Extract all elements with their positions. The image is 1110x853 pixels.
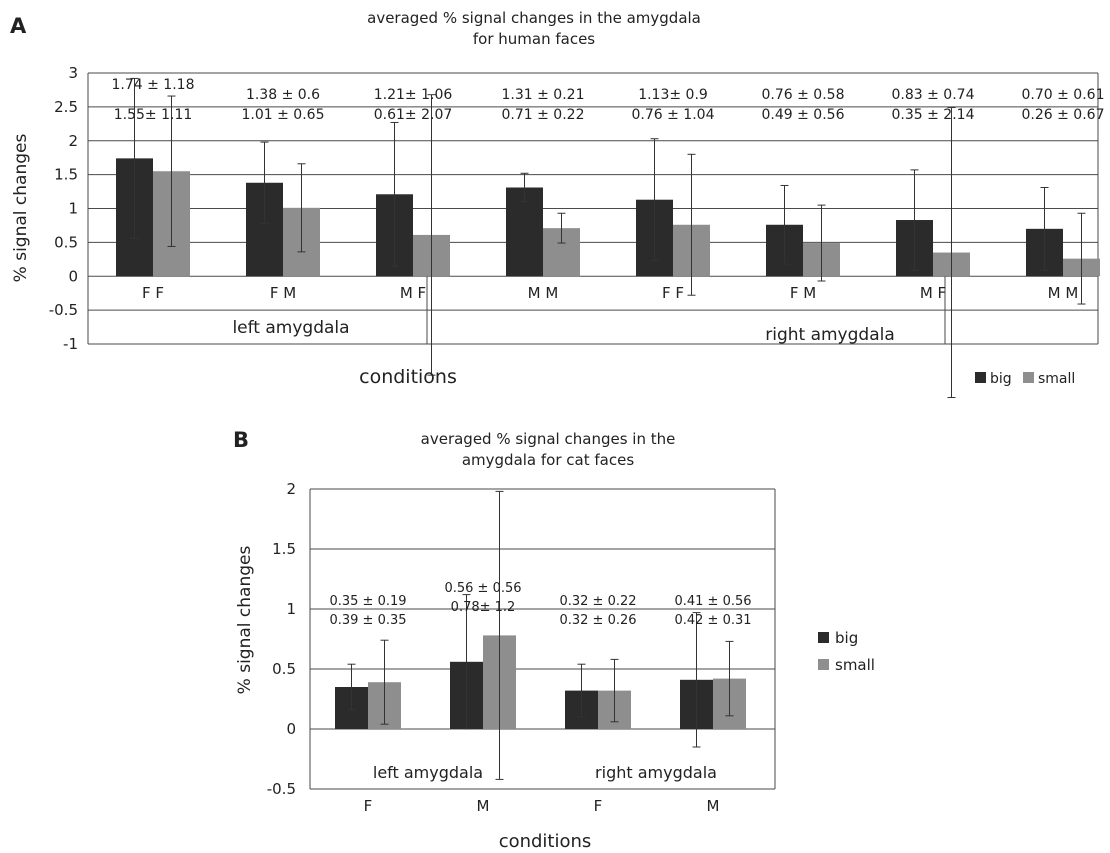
- chart-b-title-line-2: amygdala for cat faces: [462, 451, 634, 469]
- data-label-big: 0.70 ± 0.61: [1022, 87, 1105, 103]
- data-label-small: 1.01 ± 0.65: [242, 107, 325, 123]
- chart-b-y-tick-label: -0.5: [267, 780, 296, 798]
- data-label-small: 0.35 ± 2.14: [892, 107, 975, 123]
- data-label-small: 0.78± 1.2: [451, 600, 516, 615]
- data-label-big: 1.74 ± 1.18: [112, 77, 195, 93]
- x-tick-label: F F: [142, 284, 164, 302]
- x-tick-label: F: [594, 797, 603, 815]
- chart-b-group-label-left: left amygdala: [373, 763, 483, 782]
- chart-b-x-axis-title: conditions: [499, 831, 592, 852]
- chart-b-y-axis-title: % signal changes: [235, 546, 255, 695]
- legend-label-small: small: [835, 656, 875, 674]
- chart-a-y-tick-label: 0: [68, 267, 78, 285]
- data-label-small: 0.49 ± 0.56: [762, 107, 845, 123]
- data-label-small: 0.42 ± 0.31: [674, 613, 751, 628]
- chart-a-y-axis-title: % signal changes: [11, 134, 31, 283]
- x-tick-label: F F: [662, 284, 684, 302]
- chart-a-y-tick-label: 3: [68, 64, 78, 82]
- chart-b-y-tick-label: 1: [286, 600, 296, 618]
- chart-b-y-tick-label: 0: [286, 720, 296, 738]
- x-tick-label: M F: [920, 284, 946, 302]
- x-tick-label: M F: [400, 284, 426, 302]
- chart-a-title-line-1: averaged % signal changes in the amygdal…: [367, 9, 701, 27]
- legend-swatch-big: [818, 632, 829, 643]
- x-tick-label: M M: [528, 284, 559, 302]
- data-label-big: 0.32 ± 0.22: [559, 594, 636, 609]
- chart-b-y-tick-label: 0.5: [272, 660, 296, 678]
- data-label-small: 0.71 ± 0.22: [502, 107, 585, 123]
- data-label-big: 1.21± 1.06: [374, 87, 453, 103]
- legend-swatch-big: [975, 372, 986, 383]
- chart-a-y-tick-label: -0.5: [49, 301, 78, 319]
- data-label-big: 1.31 ± 0.21: [502, 87, 585, 103]
- data-label-big: 0.56 ± 0.56: [444, 581, 521, 596]
- panel-label-b: B: [233, 428, 249, 452]
- chart-a-y-tick-label: 2.5: [54, 98, 78, 116]
- data-label-small: 0.26 ± 0.67: [1022, 107, 1105, 123]
- chart-a-y-tick-label: 0.5: [54, 233, 78, 251]
- data-label-big: 0.83 ± 0.74: [892, 87, 975, 103]
- chart-a-group-label-left: left amygdala: [232, 318, 349, 338]
- chart-b-y-tick-label: 2: [286, 480, 296, 498]
- x-tick-label: M: [477, 797, 490, 815]
- chart-a-y-tick-label: -1: [63, 335, 78, 353]
- bar-big: [506, 187, 543, 277]
- chart-a-y-tick-label: 1.5: [54, 166, 78, 184]
- data-label-small: 0.39 ± 0.35: [329, 613, 406, 628]
- data-label-small: 0.61± 2.07: [374, 107, 453, 123]
- legend-label-small: small: [1038, 371, 1075, 387]
- chart-a-title-line-2: for human faces: [473, 30, 595, 48]
- x-tick-label: M M: [1048, 284, 1079, 302]
- x-tick-label: F: [364, 797, 373, 815]
- panel-label-a: A: [10, 14, 27, 38]
- data-label-small: 0.32 ± 0.26: [559, 613, 636, 628]
- chart-a-x-axis-title: conditions: [359, 366, 457, 388]
- data-label-small: 0.76 ± 1.04: [632, 107, 715, 123]
- legend-label-big: big: [835, 629, 858, 647]
- data-label-small: 1.55± 1.11: [114, 107, 193, 123]
- chart-a-y-tick-label: 2: [68, 132, 78, 150]
- data-label-big: 0.76 ± 0.58: [762, 87, 845, 103]
- chart-b-y-tick-label: 1.5: [272, 540, 296, 558]
- x-tick-label: F M: [270, 284, 296, 302]
- data-label-big: 1.38 ± 0.6: [246, 87, 320, 103]
- chart-a-group-label-right: right amygdala: [765, 325, 895, 345]
- x-tick-label: M: [707, 797, 720, 815]
- chart-a-y-tick-label: 1: [68, 200, 78, 218]
- data-label-big: 1.13± 0.9: [638, 87, 708, 103]
- x-tick-label: F M: [790, 284, 816, 302]
- chart-b-title-line-1: averaged % signal changes in the: [421, 430, 676, 448]
- legend-swatch-small: [1023, 372, 1034, 383]
- legend-label-big: big: [990, 371, 1012, 387]
- data-label-big: 0.41 ± 0.56: [674, 594, 751, 609]
- chart-b-group-label-right: right amygdala: [595, 763, 717, 782]
- legend-swatch-small: [818, 659, 829, 670]
- data-label-big: 0.35 ± 0.19: [329, 594, 406, 609]
